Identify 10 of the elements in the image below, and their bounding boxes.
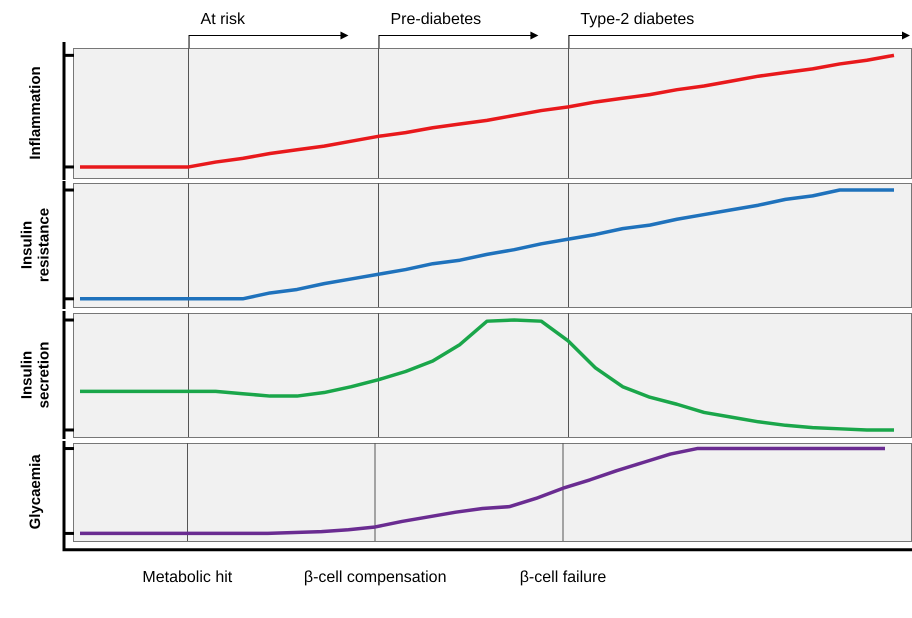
x-tick-label: β-cell compensation <box>304 568 446 586</box>
y-axis-title: Inflammation <box>27 66 44 160</box>
y-axis-title: Glycaemia <box>27 454 44 530</box>
text: Pre-diabetes <box>390 11 482 28</box>
y-axis-title: Insulin resistance <box>18 208 53 282</box>
text: At risk <box>200 11 246 28</box>
y-axis-title: Insulin secretion <box>18 342 53 408</box>
x-tick-label: β-cell failure <box>520 568 606 586</box>
text: Type-2 diabetes <box>580 11 694 28</box>
x-tick-label: Metabolic hit <box>142 568 233 586</box>
